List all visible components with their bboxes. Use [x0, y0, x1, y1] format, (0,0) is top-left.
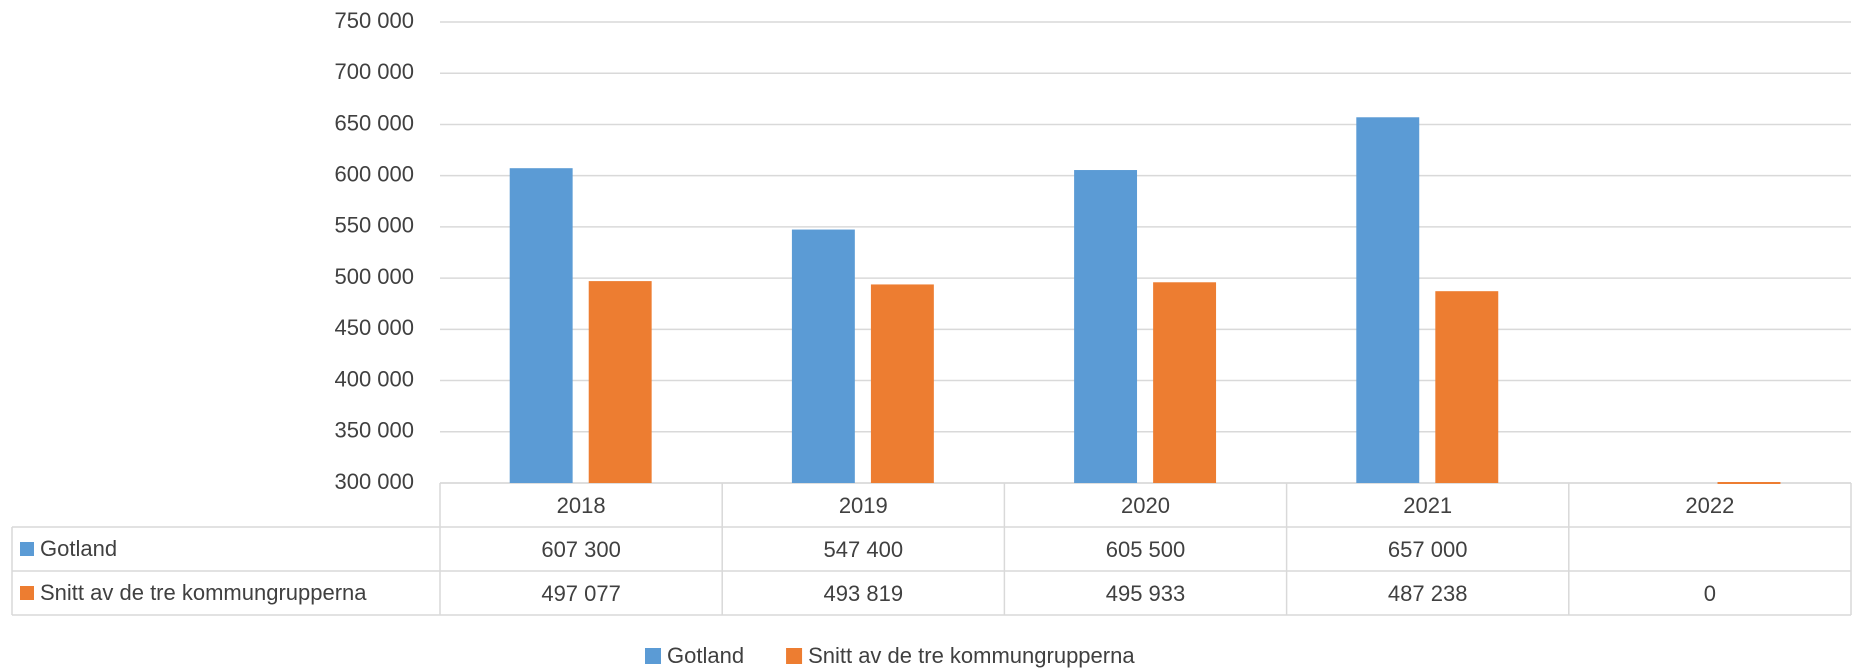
- table-value: 493 819: [824, 581, 904, 606]
- bar: [588, 281, 652, 483]
- y-tick-label: 550 000: [334, 213, 414, 238]
- table-legend-key: [20, 586, 34, 600]
- x-tick-label: 2022: [1685, 493, 1734, 518]
- table-series-name: Gotland: [40, 536, 117, 561]
- bar: [1153, 282, 1217, 483]
- table-value: 547 400: [824, 537, 904, 562]
- table-legend-key: [20, 542, 34, 556]
- table-value: 0: [1704, 581, 1716, 606]
- table-value: 495 933: [1106, 581, 1186, 606]
- bar: [1356, 117, 1420, 484]
- table-value: 605 500: [1106, 537, 1186, 562]
- table-series-name: Snitt av de tre kommungrupperna: [40, 580, 367, 605]
- legend-label: Snitt av de tre kommungrupperna: [808, 643, 1135, 668]
- legend-key: [786, 648, 803, 664]
- table-value: 657 000: [1388, 537, 1468, 562]
- y-tick-label: 450 000: [334, 315, 414, 340]
- y-tick-label: 400 000: [334, 366, 414, 391]
- y-tick-label: 750 000: [334, 8, 414, 33]
- bar: [1717, 482, 1781, 484]
- x-tick-label: 2021: [1403, 493, 1452, 518]
- y-tick-label: 300 000: [334, 469, 414, 494]
- x-tick-label: 2019: [839, 493, 888, 518]
- bar: [1074, 170, 1138, 483]
- bar: [791, 229, 855, 483]
- bar: [1435, 291, 1499, 483]
- table-value: 487 238: [1388, 581, 1468, 606]
- bar: [509, 168, 573, 483]
- bar: [870, 284, 934, 483]
- y-tick-label: 600 000: [334, 161, 414, 186]
- legend-label: Gotland: [667, 643, 744, 668]
- y-tick-label: 650 000: [334, 110, 414, 135]
- y-tick-label: 500 000: [334, 264, 414, 289]
- y-tick-label: 700 000: [334, 59, 414, 84]
- legend-key: [645, 648, 661, 664]
- table-value: 497 077: [541, 581, 621, 606]
- x-tick-label: 2020: [1121, 493, 1170, 518]
- y-tick-label: 350 000: [334, 418, 414, 443]
- x-tick-label: 2018: [557, 493, 606, 518]
- table-value: 607 300: [541, 537, 621, 562]
